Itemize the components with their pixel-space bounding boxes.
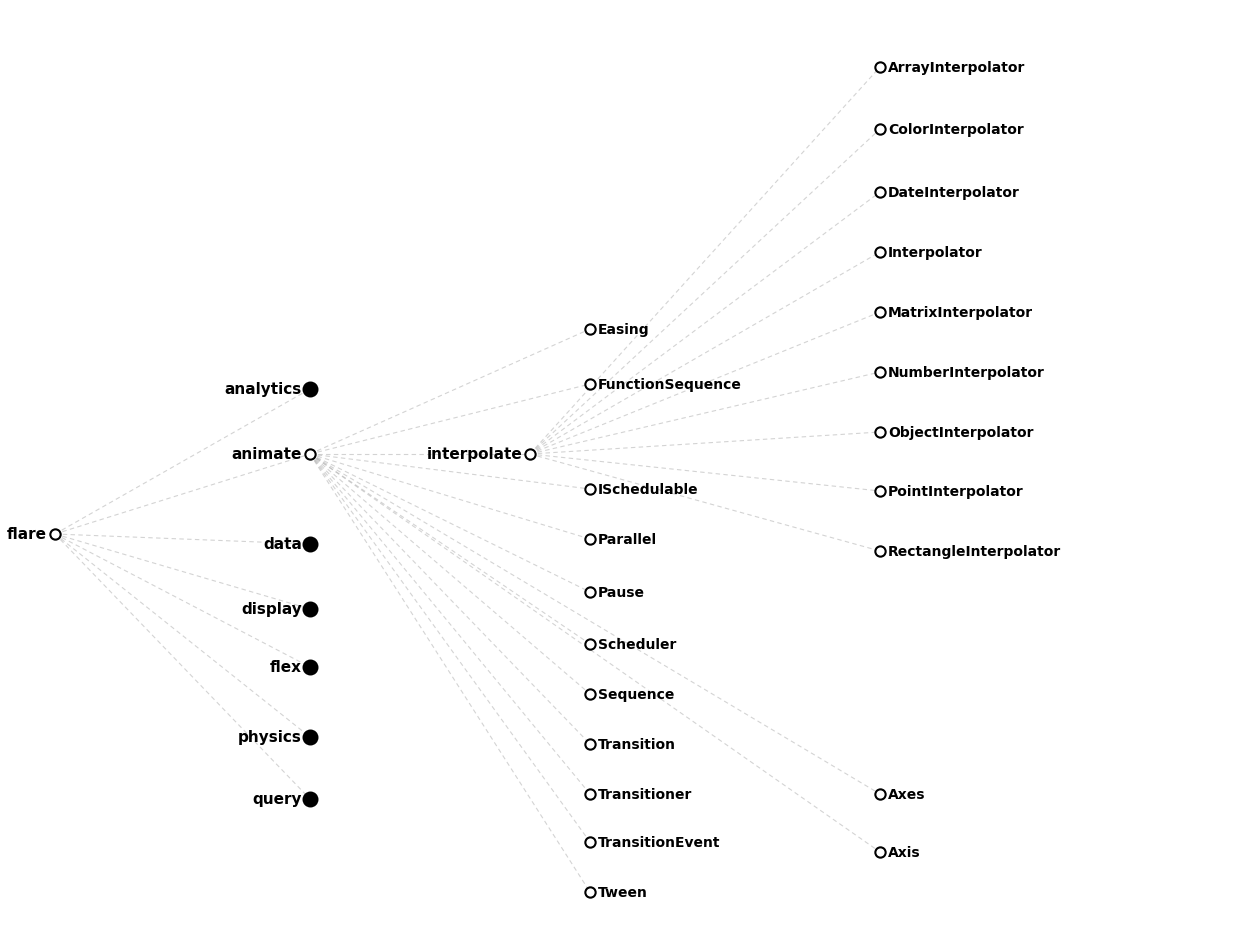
Point [870,305,890,320]
Point [870,365,890,380]
Text: Transition: Transition [598,737,676,751]
Point [300,792,320,806]
Text: Pause: Pause [598,585,645,600]
Point [870,185,890,200]
Text: Axes: Axes [888,787,925,801]
Point [520,447,539,462]
Point [870,484,890,499]
Text: Parallel: Parallel [598,532,657,546]
Point [870,425,890,440]
Text: Sequence: Sequence [598,687,675,701]
Point [580,637,600,652]
Point [870,60,890,75]
Point [580,787,600,802]
Point [300,447,320,462]
Text: physics: physics [238,730,303,744]
Point [580,323,600,337]
Text: Easing: Easing [598,323,650,337]
Point [580,737,600,752]
Text: ISchedulable: ISchedulable [598,482,698,497]
Point [870,122,890,137]
Text: PointInterpolator: PointInterpolator [888,485,1024,499]
Point [580,585,600,600]
Text: Interpolator: Interpolator [888,246,983,260]
Text: FunctionSequence: FunctionSequence [598,377,742,391]
Point [870,844,890,859]
Text: NumberInterpolator: NumberInterpolator [888,365,1045,379]
Text: flare: flare [7,527,47,542]
Text: display: display [242,602,303,616]
Point [870,787,890,802]
Text: Tween: Tween [598,885,647,899]
Text: Axis: Axis [888,845,920,859]
Point [300,602,320,616]
Point [300,660,320,675]
Point [580,884,600,899]
Text: interpolate: interpolate [427,447,522,462]
Point [45,527,64,542]
Text: RectangleInterpolator: RectangleInterpolator [888,544,1061,558]
Point [300,382,320,397]
Text: ObjectInterpolator: ObjectInterpolator [888,425,1033,439]
Point [580,482,600,497]
Text: MatrixInterpolator: MatrixInterpolator [888,306,1033,320]
Text: data: data [263,537,303,552]
Point [300,730,320,744]
Text: TransitionEvent: TransitionEvent [598,835,720,849]
Point [300,537,320,552]
Text: flex: flex [270,660,303,675]
Point [870,544,890,559]
Text: Transitioner: Transitioner [598,787,692,801]
Point [870,246,890,260]
Text: ArrayInterpolator: ArrayInterpolator [888,61,1025,75]
Text: query: query [253,792,303,806]
Text: animate: animate [232,447,303,462]
Point [580,532,600,547]
Text: ColorInterpolator: ColorInterpolator [888,123,1024,137]
Point [580,834,600,849]
Text: DateInterpolator: DateInterpolator [888,185,1019,200]
Text: Scheduler: Scheduler [598,638,676,652]
Point [580,377,600,392]
Point [580,687,600,702]
Text: analytics: analytics [224,382,303,397]
